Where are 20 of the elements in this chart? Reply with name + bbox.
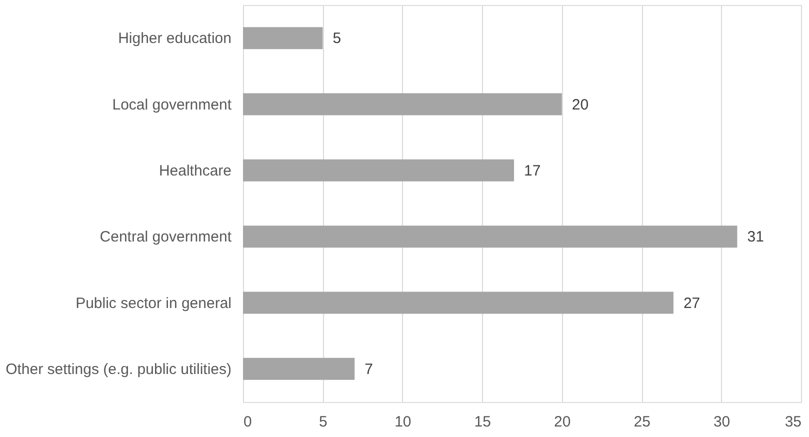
y-tick-label: Central government: [100, 228, 232, 246]
x-tick-label: 30: [713, 414, 730, 430]
x-tick-label: 20: [554, 414, 571, 430]
x-tick-label: 25: [634, 414, 650, 430]
data-label: 27: [683, 294, 700, 312]
data-label: 17: [524, 162, 541, 180]
y-tick-label: Public sector in general: [76, 294, 232, 312]
data-label: 7: [364, 360, 373, 378]
x-tick-label: 15: [474, 414, 491, 430]
data-label: 20: [572, 96, 589, 114]
y-tick-label: Higher education: [118, 30, 232, 48]
x-tick-label: 5: [319, 414, 328, 430]
x-tick-label: 35: [784, 414, 802, 430]
y-tick-label: Healthcare: [158, 162, 232, 180]
data-label: 31: [747, 228, 764, 246]
data-label: 5: [332, 30, 342, 48]
y-tick-label: Other settings (e.g. public utilities): [6, 360, 232, 378]
y-tick-label: Local government: [112, 96, 232, 114]
x-tick-label: 0: [244, 414, 252, 430]
x-tick-label: 10: [394, 414, 412, 430]
